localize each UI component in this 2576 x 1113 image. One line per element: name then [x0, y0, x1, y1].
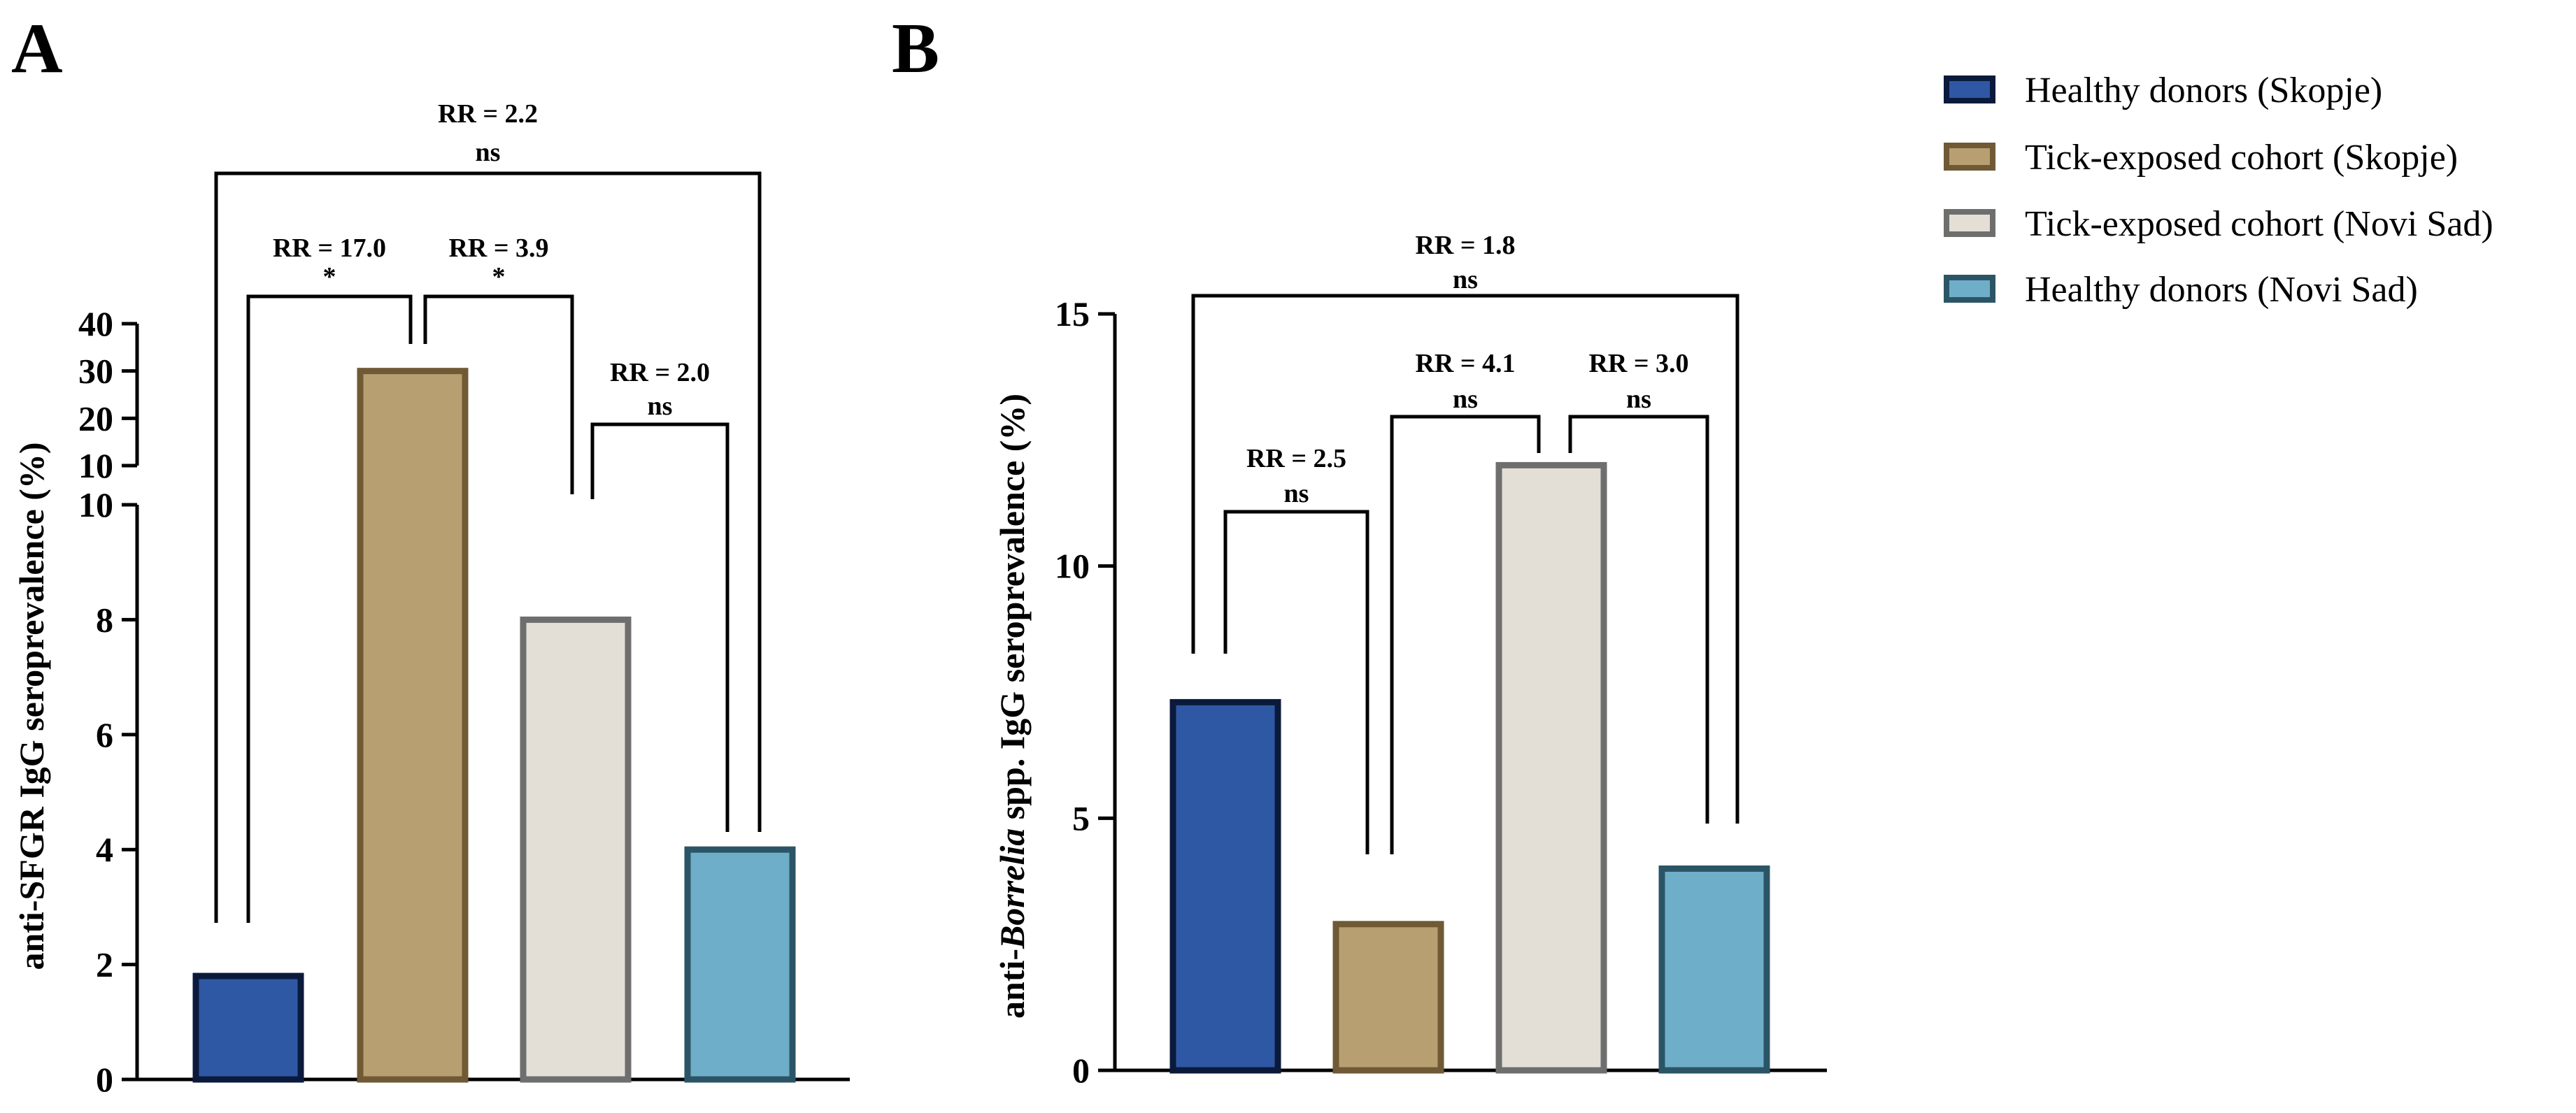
bar — [1495, 461, 1607, 1074]
legend-label: Healthy donors (Novi Sad) — [2025, 270, 2418, 310]
rr-label: RR = 1.8 — [1415, 231, 1515, 260]
legend: Healthy donors (Skopje) Tick-exposed coho… — [1944, 71, 2493, 310]
significance-label: ns — [1284, 479, 1309, 508]
y-tick-label: 2 — [96, 945, 113, 984]
bar — [520, 616, 632, 1083]
panel-letter-b: B — [892, 9, 939, 88]
y-tick-label: 4 — [96, 830, 113, 869]
y-tick-label: 0 — [1072, 1051, 1090, 1090]
legend-swatch — [1944, 209, 1995, 237]
y-tick-label: 10 — [78, 446, 113, 485]
comparison-bracket — [214, 171, 762, 923]
significance-label: * — [492, 262, 506, 292]
comparison-bracket — [1568, 415, 1709, 824]
panel-letter-a: A — [11, 9, 63, 88]
rr-label: RR = 2.5 — [1246, 444, 1346, 473]
legend-label: Tick-exposed cohort (Novi Sad) — [2025, 204, 2493, 244]
y-tick-label: 6 — [96, 715, 113, 754]
y-tick-label: 5 — [1072, 798, 1090, 838]
comparison-bracket — [1191, 294, 1739, 824]
significance-label: * — [323, 262, 336, 292]
bar — [1332, 921, 1444, 1074]
significance-label: ns — [1453, 385, 1478, 414]
y-tick-label: 15 — [1055, 294, 1090, 333]
significance-label: ns — [648, 392, 673, 421]
rr-label: RR = 17.0 — [273, 234, 386, 263]
rr-label: RR = 3.9 — [448, 234, 548, 263]
significance-label: ns — [476, 138, 501, 167]
y-tick-label: 8 — [96, 600, 113, 639]
rr-label: RR = 3.0 — [1588, 349, 1688, 378]
legend-label: Healthy donors (Skopje) — [2025, 71, 2382, 110]
y-tick-label: 40 — [78, 304, 113, 343]
bar — [1169, 698, 1281, 1074]
bar — [192, 972, 304, 1083]
comparison-bracket — [1390, 415, 1541, 854]
legend-swatch — [1944, 275, 1995, 303]
comparison-bracket — [246, 294, 413, 923]
rr-label: RR = 2.2 — [438, 99, 538, 129]
comparison-bracket — [590, 422, 730, 832]
y-tick-label: 10 — [1055, 547, 1090, 586]
chart-b: 0 5 10 15 anti-Borrelia spp. IgG seroprevale… — [992, 231, 1827, 1090]
y-tick-label: 0 — [96, 1060, 113, 1099]
bar — [1658, 865, 1770, 1074]
y-tick-label: 10 — [78, 485, 113, 524]
legend-swatch — [1944, 143, 1995, 171]
legend-label: Tick-exposed cohort (Skopje) — [2025, 138, 2458, 178]
rr-label: RR = 2.0 — [610, 358, 710, 387]
legend-swatch — [1944, 76, 1995, 103]
significance-label: ns — [1626, 385, 1651, 414]
comparison-bracket — [423, 294, 574, 494]
comparison-bracket — [1223, 510, 1369, 854]
y-tick-label: 20 — [78, 398, 113, 438]
significance-label: ns — [1453, 265, 1478, 294]
y-axis-title: anti-Borrelia spp. IgG seroprevalence (%… — [992, 394, 1032, 1019]
y-axis-title: anti-SFGR IgG seroprevalence (%) — [12, 442, 51, 970]
bar — [357, 368, 469, 1083]
rr-label: RR = 4.1 — [1415, 349, 1515, 378]
bar — [684, 846, 796, 1083]
y-tick-label: 30 — [78, 352, 113, 391]
